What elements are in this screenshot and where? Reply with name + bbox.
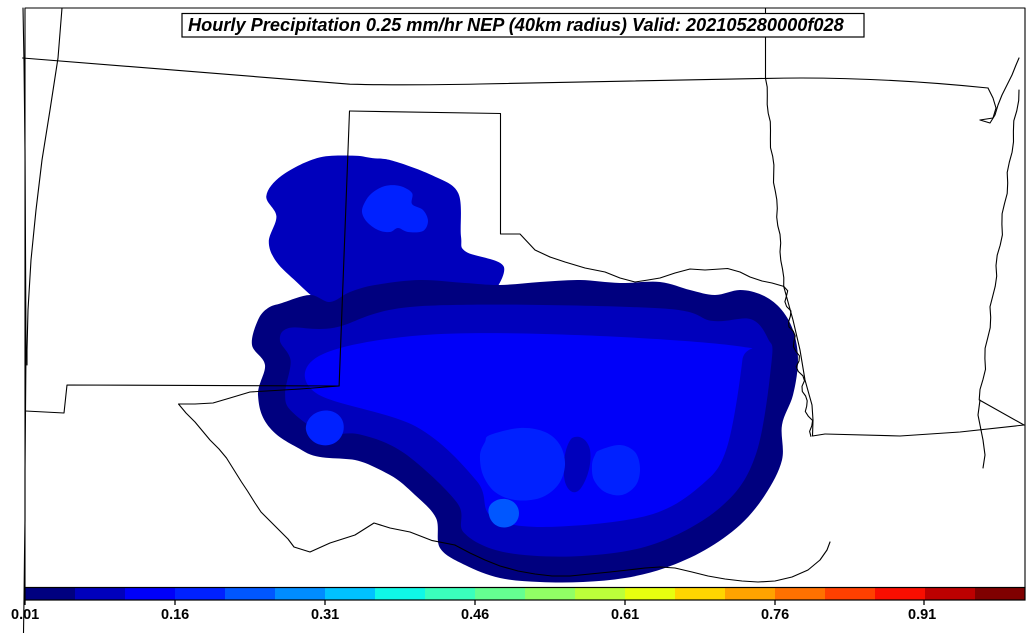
svg-text:0.31: 0.31 xyxy=(311,607,339,623)
svg-text:0.16: 0.16 xyxy=(161,607,189,623)
svg-text:0.76: 0.76 xyxy=(761,607,789,623)
svg-text:0.01: 0.01 xyxy=(11,607,39,623)
svg-text:0.91: 0.91 xyxy=(908,607,936,623)
svg-text:Hourly Precipitation 0.25 mm/h: Hourly Precipitation 0.25 mm/hr NEP (40k… xyxy=(188,15,845,35)
svg-text:0.46: 0.46 xyxy=(461,607,489,623)
svg-text:0.61: 0.61 xyxy=(611,607,639,623)
